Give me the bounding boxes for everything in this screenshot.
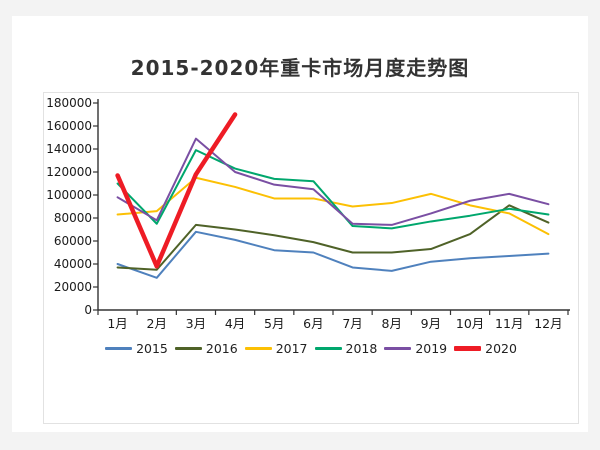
x-axis-label-12月: 12月: [534, 316, 563, 331]
legend-item-2018: 2018: [314, 341, 378, 356]
x-axis-label-8月: 8月: [381, 316, 402, 331]
legend-label-2016: 2016: [205, 341, 238, 356]
legend-swatch-2017: [244, 347, 272, 350]
legend-item-2020: 2020: [454, 341, 517, 356]
legend-label-2019: 2019: [415, 341, 448, 356]
chart-title: 2015-2020年重卡市场月度走势图: [130, 56, 470, 80]
legend-item-2015: 2015: [105, 341, 168, 356]
legend-item-2019: 2019: [384, 341, 447, 356]
x-axis-label-6月: 6月: [303, 316, 324, 331]
x-axis-label-1月: 1月: [107, 316, 128, 331]
legend-swatch-2020: [454, 346, 482, 351]
legend-label-2015: 2015: [136, 341, 168, 356]
y-axis-label: 180000: [46, 96, 92, 110]
chart-panel: 0 20000 40000 60000 80000 100000 120000 140000 1…: [43, 92, 579, 424]
legend-swatch-2018: [314, 347, 342, 350]
legend-label-2017: 2017: [275, 341, 308, 356]
x-axis-label-4月: 4月: [224, 316, 246, 331]
series-line-2018: [116, 149, 550, 230]
series-line-2016: [116, 204, 550, 271]
legend: 2015 2016 2017 2018 2019 2020: [44, 341, 578, 356]
legend-item-2016: 2016: [174, 341, 238, 356]
y-axis-label: 100000: [46, 188, 92, 202]
y-axis-label: 40000: [53, 257, 92, 271]
y-axis-label: 60000: [53, 234, 92, 248]
x-axis-label-7月: 7月: [342, 316, 363, 331]
x-axis-label-11月: 11月: [495, 316, 524, 331]
series-line-2019: [116, 137, 550, 226]
legend-swatch-2016: [174, 347, 202, 350]
x-axis-label-3月: 3月: [185, 316, 207, 331]
x-axis-label-10月: 10月: [455, 316, 485, 331]
line-chart: [93, 99, 570, 315]
series-line-2020: [115, 112, 238, 269]
legend-label-2018: 2018: [345, 341, 378, 356]
x-axis-label-2月: 2月: [146, 316, 167, 331]
y-axis-label: 80000: [53, 211, 92, 225]
legend-item-2017: 2017: [244, 341, 308, 356]
x-axis-label-9月: 9月: [420, 316, 442, 331]
legend-swatch-2019: [384, 347, 412, 350]
y-axis-label: 140000: [46, 142, 92, 156]
y-axis-label: 160000: [46, 119, 92, 133]
series-line-2015: [116, 230, 550, 279]
legend-label-2020: 2020: [485, 341, 517, 356]
y-axis-label: 20000: [53, 280, 92, 294]
y-axis-label: 120000: [46, 165, 92, 179]
content-card: 2015-2020年重卡市场月度走势图 0 20000 40000 60000 8000…: [12, 16, 588, 432]
x-axis-label-5月: 5月: [264, 316, 285, 331]
y-axis-label: 0: [84, 303, 92, 317]
legend-swatch-2015: [105, 347, 133, 350]
